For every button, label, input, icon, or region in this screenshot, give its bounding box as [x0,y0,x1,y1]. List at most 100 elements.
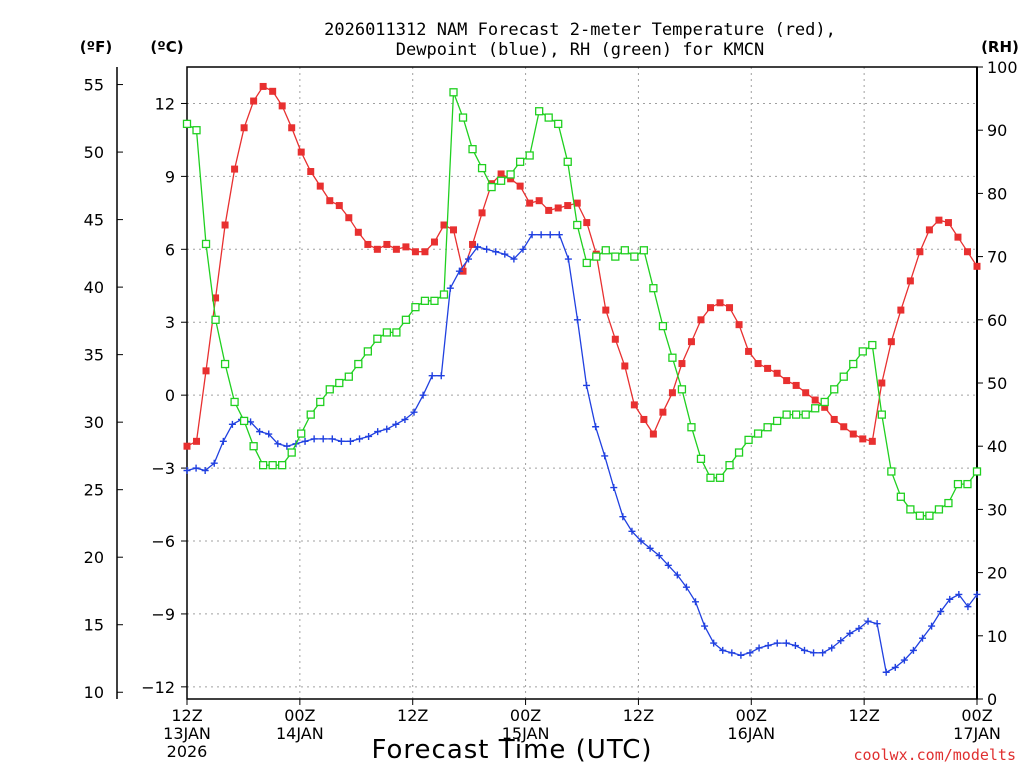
celsius-tick-label: −9 [151,605,175,624]
rh-point [411,303,420,312]
dewpoint-point [464,255,472,263]
celsius-tick-label: 0 [165,386,175,405]
series-layer [182,82,982,676]
rh-point [915,511,925,520]
rh-point [258,461,268,470]
rh-point [763,423,772,432]
time-tick-label: 15JAN [502,724,550,743]
dewpoint-point [928,622,936,630]
dewpoint-point [483,245,491,253]
rh-point [515,157,525,166]
rh-point [496,176,506,185]
dewpoint-point [946,595,954,603]
dewpoint-point [356,435,364,443]
rh-point [792,410,801,419]
rh-point [487,182,496,192]
celsius-tick-label: 3 [165,313,175,332]
dewpoint-point [873,620,881,628]
temperature-point [821,403,829,411]
dewpoint-point [337,437,345,445]
temperature-point [583,219,591,227]
temperature-point [802,389,810,397]
temperature-point [925,226,933,234]
temperature-point [250,97,258,105]
temperature-point [392,245,400,253]
dewpoint-point [301,437,309,445]
temperature-point [307,168,315,176]
dewpoint-point [810,649,818,657]
dewpoint-point [655,552,663,560]
rh-point [535,107,544,116]
rh-point [297,429,306,438]
time-tick-label: 2026 [167,742,208,761]
dewpoint-point [601,452,609,460]
temperature-point [469,240,477,248]
rh-point [649,284,658,293]
dewpoint-point [919,634,927,642]
dewpoint-point [973,590,981,598]
dewpoint-point [800,646,808,654]
dewpoint-point [782,639,790,647]
time-tick-label: 12Z [848,706,879,725]
rh-point [934,505,944,514]
temperature-point [754,360,762,368]
rh-point [620,246,629,255]
rh-point [906,505,915,514]
dewpoint-point [183,467,191,475]
time-tick-label: 13JAN [163,724,211,743]
time-tick-label: 12Z [623,706,654,725]
dewpoint-point [764,642,772,650]
dewpoint-point [474,243,482,251]
temperature-point [887,338,895,346]
temperature-point [745,347,753,355]
dewpoint-point [210,459,218,467]
dewpoint-point [219,437,227,445]
dewpoint-point [592,423,600,431]
temperature-point [193,437,201,445]
temperature-point [335,202,343,210]
rh-tick-label: 40 [987,437,1007,456]
dewpoint-point [192,464,200,472]
credit-text: coolwx.com/modelts [853,746,1016,764]
temperature-point [459,267,467,275]
rh-point [582,258,591,268]
dewpoint-point [900,656,908,664]
dewpoint-point [628,527,636,535]
celsius-tick-label: 12 [155,94,175,113]
temperature-point [269,87,277,95]
temperature-line [186,85,978,447]
rh-point [715,473,725,482]
temperature-point [878,379,886,387]
dewpoint-point [791,642,799,650]
x-axis-label: Forecast Time (UTC) [371,735,652,765]
rh-point [344,372,353,381]
rh-point [820,397,829,407]
rh-series [182,88,982,520]
temperature-point [516,182,524,190]
temperature-point [678,360,686,368]
temperature-point [668,389,676,397]
rh-point [573,220,582,230]
temperature-point [316,182,324,190]
rh-point [696,454,706,463]
rh-point [354,359,363,369]
temperature-point [183,442,191,450]
dewpoint-point [701,622,709,630]
rh-point [182,119,192,129]
temperature-point [726,304,734,312]
temperature-point [630,401,638,409]
rh-point [430,296,439,305]
temperature-point [868,437,876,445]
celsius-tick-label: 9 [165,167,175,186]
rh-point [782,410,791,419]
dewpoint-point [664,561,672,569]
dewpoint-point [437,372,445,380]
fahrenheit-tick-label: 10 [84,683,104,702]
dewpoint-point [937,607,945,615]
dewpoint-point [610,484,618,492]
rh-point [811,404,820,413]
rh-point [972,467,982,476]
rh-point [230,397,239,407]
temperature-point [535,197,543,205]
fahrenheit-tick-label: 35 [84,346,104,365]
